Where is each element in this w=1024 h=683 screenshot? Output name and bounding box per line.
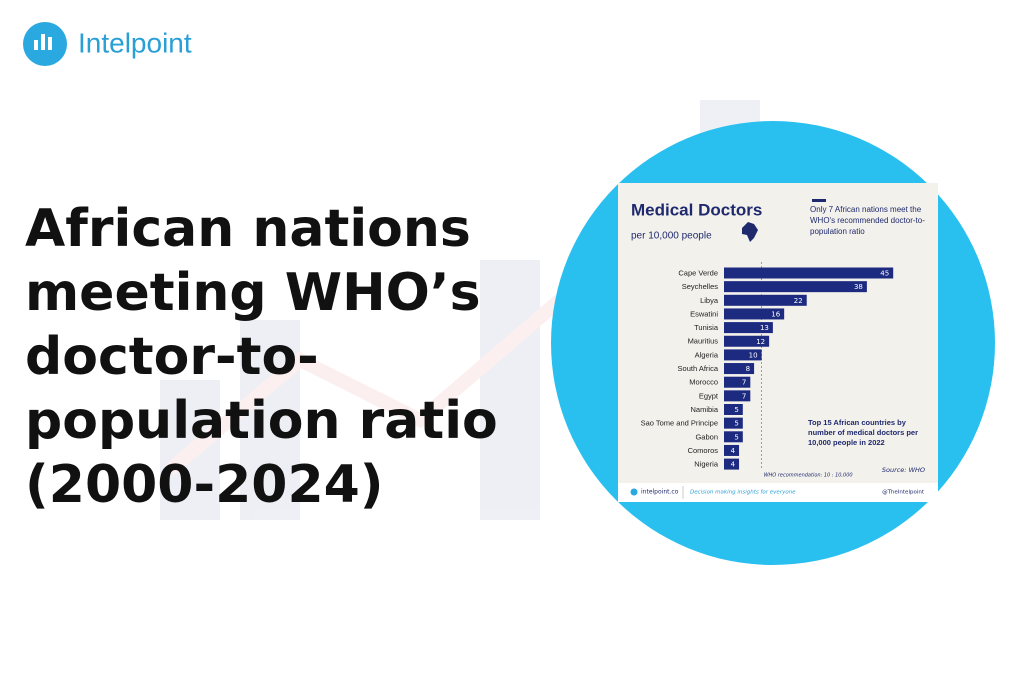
bar (724, 431, 743, 443)
value-label: 5 (734, 433, 738, 441)
headline-line: (2000-2024) (25, 455, 384, 515)
bar (724, 349, 762, 361)
chart-note: Only 7 African nations meet the WHO's re… (810, 205, 925, 236)
category-label: Gabon (695, 432, 718, 441)
value-label: 16 (771, 310, 780, 318)
value-label: 22 (794, 297, 803, 305)
value-label: 45 (880, 270, 889, 278)
value-label: 10 (749, 351, 758, 359)
value-label: 5 (734, 406, 738, 414)
bar (724, 444, 740, 456)
category-label: Eswatini (690, 309, 718, 318)
category-label: Mauritius (688, 337, 719, 346)
bar (724, 363, 755, 375)
category-label: Namibia (690, 405, 718, 414)
logo-icon-bar (41, 34, 45, 50)
value-label: 4 (731, 447, 736, 455)
threshold-label: WHO recommendation: 10 : 10,000 (764, 473, 853, 479)
caption-box: Top 15 African countries by number of me… (808, 418, 919, 447)
bar (724, 267, 894, 279)
category-label: Tunisia (694, 323, 719, 332)
footer-logo (630, 488, 638, 496)
logo-text: Intelpoint (78, 27, 192, 58)
category-label: Comoros (688, 446, 719, 455)
footer-tagline: Decision making insights for everyone (690, 490, 796, 496)
value-label: 8 (746, 365, 750, 373)
chart-subtitle: per 10,000 people (631, 231, 712, 242)
value-label: 12 (756, 338, 765, 346)
footer-bar (618, 483, 938, 502)
headline-line: African nations (25, 199, 471, 259)
category-label: Morocco (689, 378, 718, 387)
bar (724, 390, 751, 402)
headline-line: population ratio (25, 391, 498, 451)
chart-source: Source: WHO (882, 466, 925, 474)
category-label: Libya (700, 296, 719, 305)
bar (724, 322, 773, 334)
bar (724, 281, 867, 293)
bar (724, 308, 785, 320)
note-box: Only 7 African nations meet the WHO's re… (810, 205, 925, 236)
logo-icon-bar (48, 37, 52, 50)
headline-line: meeting WHO’s (25, 263, 481, 323)
footer-handle: @TheIntelpoint (882, 490, 925, 496)
category-label: Egypt (699, 391, 719, 400)
logo-icon-bar (34, 40, 38, 50)
note-marker (812, 199, 826, 202)
value-label: 7 (742, 392, 746, 400)
africa-icon (742, 222, 758, 242)
category-label: Cape Verde (678, 268, 718, 277)
chart-caption: Top 15 African countries by number of me… (808, 418, 919, 447)
value-label: 4 (731, 461, 736, 469)
headline-line: doctor-to- (25, 327, 319, 387)
category-label: Algeria (695, 350, 719, 359)
bar-group: WHO recommendation: 10 : 10,000 Cape Verd… (641, 262, 894, 479)
bar (724, 404, 743, 415)
chart-card (618, 183, 938, 502)
value-label: 5 (734, 420, 738, 428)
bar (724, 335, 770, 347)
bar (724, 417, 743, 429)
footer-site: intelpoint.co (641, 489, 679, 496)
category-label: Nigeria (694, 460, 719, 469)
category-label: Sao Tome and Principe (641, 419, 718, 428)
bar (724, 376, 751, 388)
category-label: South Africa (678, 364, 719, 373)
chart-title: Medical Doctors (631, 200, 762, 219)
value-label: 38 (854, 283, 863, 291)
bar (724, 294, 807, 306)
value-label: 7 (742, 379, 746, 387)
value-label: 13 (760, 324, 769, 332)
category-label: Seychelles (682, 282, 719, 291)
bar (724, 458, 740, 470)
